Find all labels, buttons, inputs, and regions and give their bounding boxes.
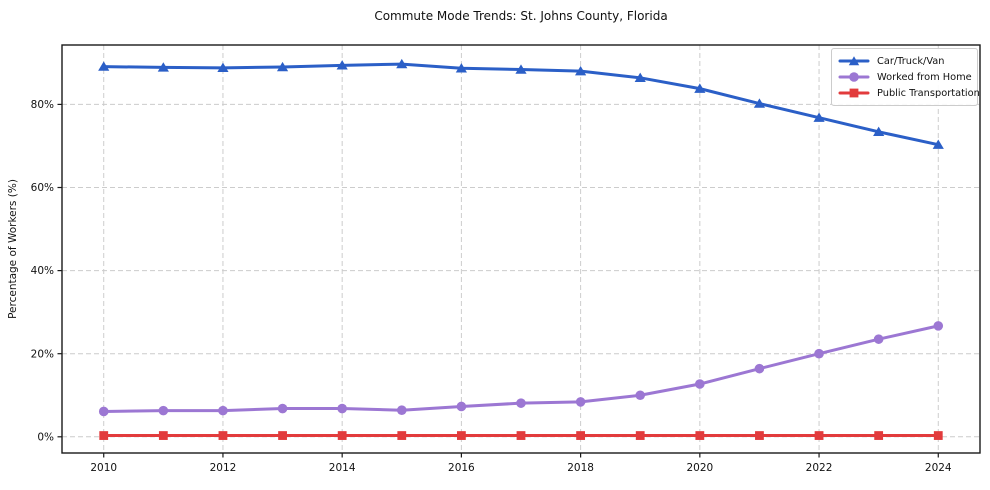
series-marker-worked-from-home — [575, 397, 586, 407]
series-marker-car-truck-van — [98, 61, 110, 71]
x-tick-label: 2022 — [806, 462, 833, 474]
series-marker-car-truck-van — [575, 65, 587, 76]
series-marker-worked-from-home — [396, 405, 407, 416]
series-marker-car-truck-van — [217, 62, 229, 73]
y-tick-label: 0% — [37, 431, 54, 443]
legend-label-public-transportation: Public Transportation — [877, 87, 980, 99]
series-marker-public-transportation — [516, 431, 526, 440]
series-marker-car-truck-van — [813, 112, 825, 122]
series-marker-public-transportation — [635, 431, 645, 440]
x-tick-label: 2020 — [686, 462, 713, 474]
series-marker-car-truck-van — [276, 61, 289, 72]
y-tick-label: 60% — [31, 182, 54, 194]
x-tick-label: 2016 — [448, 462, 475, 474]
series-marker-car-truck-van — [515, 64, 527, 74]
series-marker-worked-from-home — [516, 398, 526, 408]
series-marker-public-transportation — [933, 431, 943, 440]
x-tick-label: 2018 — [567, 462, 594, 474]
series-marker-public-transportation — [695, 431, 705, 440]
series-marker-public-transportation — [576, 431, 586, 440]
y-tick-label: 40% — [31, 265, 54, 277]
legend-entry-public-transportation: Public Transportation — [838, 85, 980, 101]
x-tick-label: 2012 — [210, 462, 237, 474]
series-marker-worked-from-home — [218, 405, 228, 416]
series-marker-car-truck-van — [932, 139, 944, 149]
legend-square-sample-icon — [838, 88, 870, 98]
series-marker-worked-from-home — [814, 348, 824, 359]
series-marker-public-transportation — [456, 431, 466, 440]
series-marker-worked-from-home — [933, 321, 944, 331]
series-marker-car-truck-van — [455, 63, 467, 73]
series-marker-public-transportation — [278, 431, 287, 440]
series-marker-car-truck-van — [396, 58, 408, 69]
series-marker-worked-from-home — [337, 403, 347, 414]
x-tick-label: 2014 — [329, 462, 356, 474]
legend-label-car-truck-van: Car/Truck/Van — [877, 55, 945, 67]
legend-entry-car-truck-van: Car/Truck/Van — [838, 53, 971, 69]
series-marker-public-transportation — [755, 431, 764, 440]
series-marker-car-truck-van — [336, 60, 348, 70]
series-marker-car-truck-van — [157, 62, 169, 72]
series-marker-worked-from-home — [754, 363, 765, 374]
series-marker-worked-from-home — [635, 390, 646, 401]
series-marker-public-transportation — [99, 431, 109, 440]
legend-entry-worked-from-home: Worked from Home — [838, 69, 972, 85]
series-marker-car-truck-van — [873, 126, 885, 137]
plot-border — [61, 44, 981, 454]
series-marker-worked-from-home — [98, 406, 109, 417]
series-marker-car-truck-van — [634, 72, 646, 83]
series-marker-worked-from-home — [873, 334, 884, 344]
series-marker-public-transportation — [218, 431, 228, 440]
series-marker-public-transportation — [814, 431, 824, 440]
x-tick-label: 2024 — [925, 462, 952, 474]
series-marker-public-transportation — [158, 431, 168, 440]
x-tick-label: 2010 — [90, 462, 117, 474]
series-marker-public-transportation — [337, 431, 347, 440]
series-marker-worked-from-home — [695, 379, 705, 389]
legend-label-worked-from-home: Worked from Home — [877, 71, 972, 83]
legend-triangle-sample-icon — [838, 56, 870, 66]
chart-title: Commute Mode Trends: St. Johns County, F… — [374, 9, 668, 23]
series-marker-public-transportation — [874, 431, 884, 440]
series-marker-worked-from-home — [158, 405, 169, 416]
y-tick-label: 20% — [31, 348, 54, 360]
series-marker-worked-from-home — [277, 403, 288, 414]
series-marker-car-truck-van — [694, 83, 706, 93]
legend: Car/Truck/Van Worked from Home Public Tran… — [831, 48, 980, 106]
series-marker-car-truck-van — [753, 98, 766, 108]
series-marker-public-transportation — [397, 431, 407, 440]
legend-circle-sample-icon — [838, 72, 870, 82]
series-marker-worked-from-home — [456, 401, 467, 412]
y-tick-label: 80% — [31, 99, 54, 111]
